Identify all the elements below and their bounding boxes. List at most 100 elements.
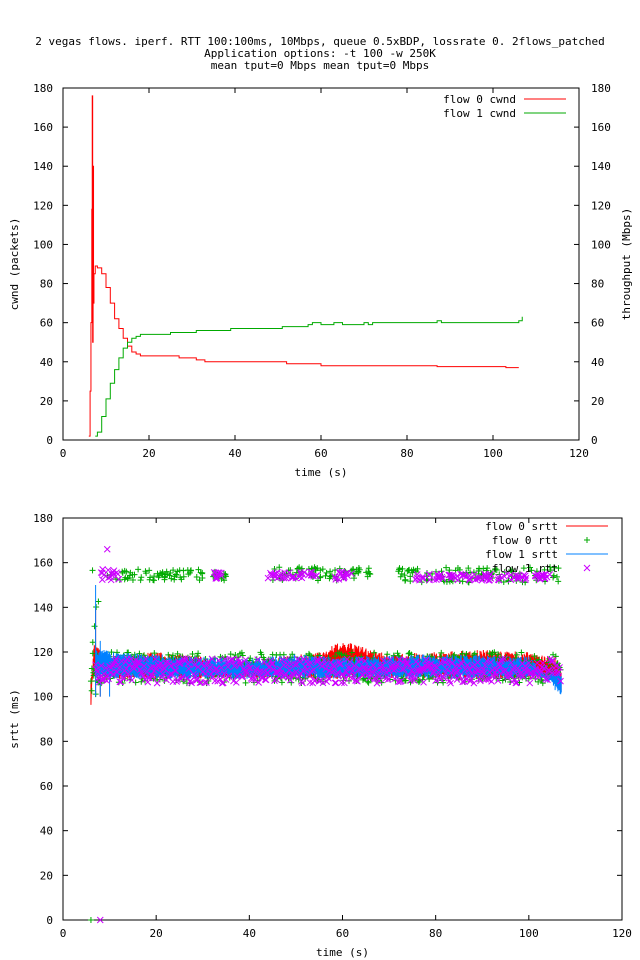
series-line: [89, 96, 519, 436]
y2-tick-label: 20: [591, 395, 604, 408]
legend-label: flow 1 rtt: [492, 562, 558, 575]
y-tick-label: 140: [33, 160, 53, 173]
data-point: [324, 570, 330, 576]
data-point: [88, 917, 94, 923]
y-tick-label: 160: [33, 121, 53, 134]
legend-label: flow 1 cwnd: [443, 107, 516, 120]
series-flow-0-rtt: [88, 564, 564, 923]
y2-tick-label: 40: [591, 356, 604, 369]
y-tick-label: 80: [40, 278, 53, 291]
x-tick-label: 60: [314, 447, 327, 460]
data-point: [104, 546, 110, 552]
y2-tick-label: 120: [591, 199, 611, 212]
y-tick-label: 0: [46, 914, 53, 927]
data-point: [90, 567, 96, 573]
x-tick-label: 0: [60, 447, 67, 460]
x-tick-label: 120: [569, 447, 589, 460]
y-tick-label: 180: [33, 512, 53, 525]
y-tick-label: 120: [33, 646, 53, 659]
y2-tick-label: 0: [591, 434, 598, 447]
data-point: [138, 574, 144, 580]
y2-tick-label: 140: [591, 160, 611, 173]
data-point: [228, 651, 234, 657]
x-tick-label: 80: [400, 447, 413, 460]
data-point: [402, 577, 408, 583]
legend-label: flow 0 cwnd: [443, 93, 516, 106]
x-tick-label: 20: [142, 447, 155, 460]
y-tick-label: 40: [40, 825, 53, 838]
data-point: [95, 598, 101, 604]
x-tick-label: 60: [336, 927, 349, 940]
legend-swatch: [584, 565, 590, 571]
y-tick-label: 40: [40, 356, 53, 369]
data-point: [332, 680, 338, 686]
x-tick-label: 40: [228, 447, 241, 460]
series-line: [95, 317, 522, 436]
chart-panel-0: 0 20 40 60 80 100 1200 020 2040 4060 6080 80100 1001…: [8, 82, 633, 479]
series-line: [91, 607, 561, 705]
x-axis-label: time (s): [316, 946, 369, 959]
chart-panel-1: 0 20 40 60 80 100 120 0 20 40 60 80 100 120 140 160 180 t…: [8, 512, 632, 959]
y-tick-label: 180: [33, 82, 53, 95]
data-point: [194, 574, 200, 580]
y2-tick-label: 180: [591, 82, 611, 95]
series-flow-1-cwnd: [95, 317, 522, 436]
data-point: [133, 680, 139, 686]
data-point: [90, 639, 96, 645]
y-tick-label: 160: [33, 557, 53, 570]
series-flow-0-srtt: [91, 607, 561, 705]
legend-swatch: [584, 537, 590, 543]
data-point: [138, 577, 144, 583]
data-point: [99, 577, 105, 583]
series-flow-0-cwnd: [89, 96, 519, 436]
x-tick-label: 80: [429, 927, 442, 940]
x-tick-label: 100: [483, 447, 503, 460]
y2-tick-label: 80: [591, 278, 604, 291]
chart-canvas: 0 20 40 60 80 100 1200 020 2040 4060 6080 80100 1001…: [0, 0, 640, 960]
plot-frame: [63, 88, 579, 440]
data-point: [195, 650, 201, 656]
data-point: [170, 567, 176, 573]
data-point: [407, 578, 413, 584]
data-point: [146, 567, 152, 573]
data-point: [366, 565, 372, 571]
data-point: [489, 678, 495, 684]
x-tick-label: 100: [519, 927, 539, 940]
data-point: [527, 680, 533, 686]
x-tick-label: 0: [60, 927, 67, 940]
legend-label: flow 0 rtt: [492, 534, 558, 547]
x-tick-label: 20: [150, 927, 163, 940]
y-tick-label: 20: [40, 395, 53, 408]
data-point: [93, 604, 99, 610]
legend-label: flow 1 srtt: [485, 548, 558, 561]
data-point: [150, 577, 156, 583]
y-tick-label: 100: [33, 691, 53, 704]
data-point: [279, 679, 285, 685]
data-point: [89, 688, 95, 694]
legend-label: flow 0 srtt: [485, 520, 558, 533]
y-axis-label: cwnd (packets): [8, 218, 21, 311]
data-point: [199, 571, 205, 577]
y-axis-label: srtt (ms): [8, 689, 21, 749]
y-tick-label: 60: [40, 780, 53, 793]
y-tick-label: 140: [33, 601, 53, 614]
data-point: [355, 570, 361, 576]
y-tick-label: 60: [40, 317, 53, 330]
data-point: [555, 578, 561, 584]
y-tick-label: 80: [40, 735, 53, 748]
y2-tick-label: 60: [591, 317, 604, 330]
y2-tick-label: 100: [591, 238, 611, 251]
data-point: [460, 578, 466, 584]
x-tick-label: 120: [612, 927, 632, 940]
y-tick-label: 100: [33, 238, 53, 251]
data-point: [333, 680, 339, 686]
y-tick-label: 120: [33, 199, 53, 212]
y-tick-label: 20: [40, 869, 53, 882]
x-tick-label: 40: [243, 927, 256, 940]
data-point: [397, 565, 403, 571]
data-point: [243, 680, 249, 686]
y2-tick-label: 160: [591, 121, 611, 134]
data-point: [188, 567, 194, 573]
data-point: [135, 566, 141, 572]
y-tick-label: 0: [46, 434, 53, 447]
